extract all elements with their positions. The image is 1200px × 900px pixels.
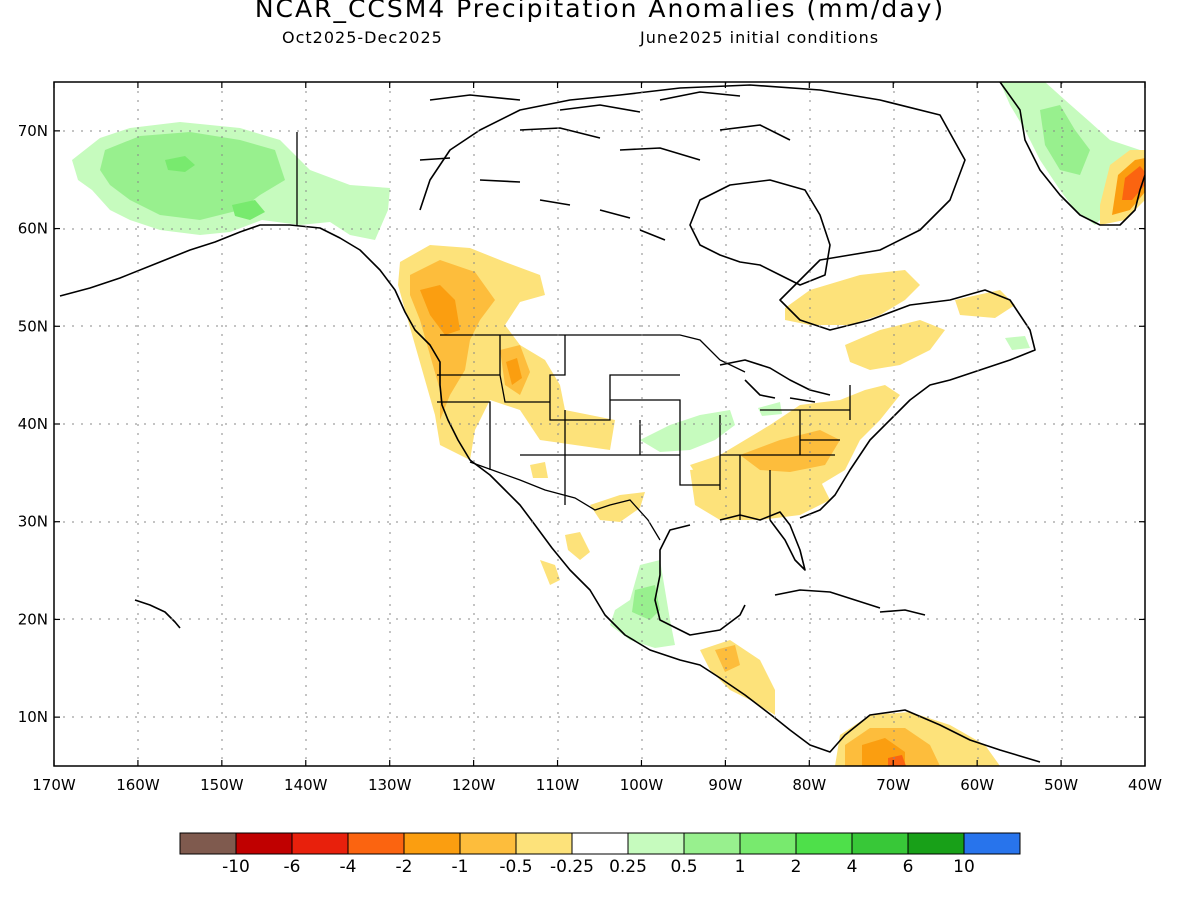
legend-swatch [459, 832, 517, 855]
anomaly-nevada-dry [530, 462, 548, 478]
legend-label: -0.5 [499, 857, 532, 877]
great-lakes [719, 359, 831, 403]
legend-swatch [347, 832, 405, 855]
coastlines [59, 82, 1145, 763]
legend-label: 6 [903, 857, 914, 877]
legend-label: 0.25 [609, 857, 647, 877]
anomaly-ohio-wet [758, 402, 782, 416]
anomaly-bc-core [420, 285, 460, 335]
legend-label: 0.5 [670, 857, 697, 877]
state-lines [437, 335, 851, 520]
lon-label: 70W [876, 776, 910, 794]
anomaly-idaho-core [506, 358, 522, 385]
legend-label: -6 [284, 857, 301, 877]
anomaly-quebec-dry [785, 270, 920, 325]
lat-label: 40N [18, 415, 48, 433]
color-legend: -10 -6 -4 -2 -1 -0.5 -0.25 0.25 0.5 1 2 4 6 10 [179, 832, 1021, 877]
lon-label: 90W [708, 776, 742, 794]
anomaly-central-america-dry [700, 640, 775, 715]
cuba [774, 589, 881, 609]
lon-label: 50W [1044, 776, 1078, 794]
political-boundaries [296, 132, 851, 541]
legend-label: -10 [222, 857, 250, 877]
greenland-coastline [999, 82, 1145, 226]
legend-swatch [739, 832, 797, 855]
legend-label: -4 [340, 857, 357, 877]
north-america-coastline [59, 84, 1041, 763]
lat-label: 60N [18, 220, 48, 238]
anomaly-southeast-dry [690, 465, 830, 520]
anomaly-quebec-south-dry [845, 320, 945, 370]
anomaly-mexico-gulf-wet-core [632, 585, 660, 620]
legend-swatch [851, 832, 909, 855]
lon-label: 160W [116, 776, 160, 794]
canada-us-border [440, 334, 746, 373]
graticule [54, 82, 1145, 766]
us-mexico-border [469, 461, 661, 541]
legend-label: -2 [396, 857, 413, 877]
anomaly-colombia-peak [888, 755, 906, 766]
lon-label: 40W [1128, 776, 1162, 794]
legend-swatch [571, 832, 629, 855]
lon-label: 120W [452, 776, 496, 794]
latitude-axis: 70N 60N 50N 40N 30N 20N 10N [18, 122, 1145, 726]
legend-swatch [963, 832, 1021, 855]
anomaly-sonora-dry [565, 532, 590, 560]
lon-label: 130W [368, 776, 412, 794]
anomaly-alaska-wet-peak [165, 156, 195, 172]
initial-conditions: June2025 initial conditions [640, 28, 880, 47]
legend-swatch [795, 832, 853, 855]
legend-swatch [683, 832, 741, 855]
legend-swatch [515, 832, 573, 855]
legend-swatch [403, 832, 461, 855]
lon-label: 170W [32, 776, 76, 794]
legend-label: -1 [452, 857, 469, 877]
legend-label: 1 [735, 857, 746, 877]
lon-label: 60W [960, 776, 994, 794]
legend-swatch [179, 832, 237, 855]
anomaly-field [72, 82, 1145, 766]
hawaii [134, 599, 181, 629]
anomaly-central-america-moderate [715, 645, 740, 672]
hispaniola [879, 609, 926, 616]
anomaly-alaska-wet-core [100, 132, 285, 220]
lon-label: 140W [284, 776, 328, 794]
longitude-axis: 170W 160W 150W 140W 130W 120W 110W 100W 90W 80W 70… [32, 82, 1162, 794]
forecast-period: Oct2025-Dec2025 [282, 28, 443, 47]
legend-label: 4 [847, 857, 858, 877]
anomaly-labrador-dry [955, 290, 1015, 318]
anomaly-midwest-wet [640, 410, 735, 452]
legend-label: 10 [953, 857, 975, 877]
legend-swatch [627, 832, 685, 855]
lon-label: 100W [620, 776, 664, 794]
anomaly-yukon-wet [232, 200, 265, 220]
lat-label: 10N [18, 708, 48, 726]
legend-swatch [235, 832, 293, 855]
map-title: NCAR_CCSM4 Precipitation Anomalies (mm/d… [254, 0, 946, 23]
legend-swatch [291, 832, 349, 855]
lat-label: 50N [18, 317, 48, 335]
anomaly-greenland-wet-core [1040, 105, 1090, 175]
legend-label: -0.25 [550, 857, 594, 877]
anomaly-texas-dry [590, 492, 645, 522]
hudson-bay [689, 179, 831, 286]
legend-label: 2 [791, 857, 802, 877]
lat-label: 30N [18, 513, 48, 531]
lon-label: 80W [792, 776, 826, 794]
arctic-islands [419, 91, 791, 241]
legend-swatch [907, 832, 965, 855]
lat-label: 20N [18, 610, 48, 628]
anomaly-maritimes-wet [1005, 336, 1030, 350]
lat-label: 70N [18, 122, 48, 140]
lon-label: 150W [200, 776, 244, 794]
lon-label: 110W [536, 776, 580, 794]
anomaly-baja-dry [540, 560, 560, 585]
